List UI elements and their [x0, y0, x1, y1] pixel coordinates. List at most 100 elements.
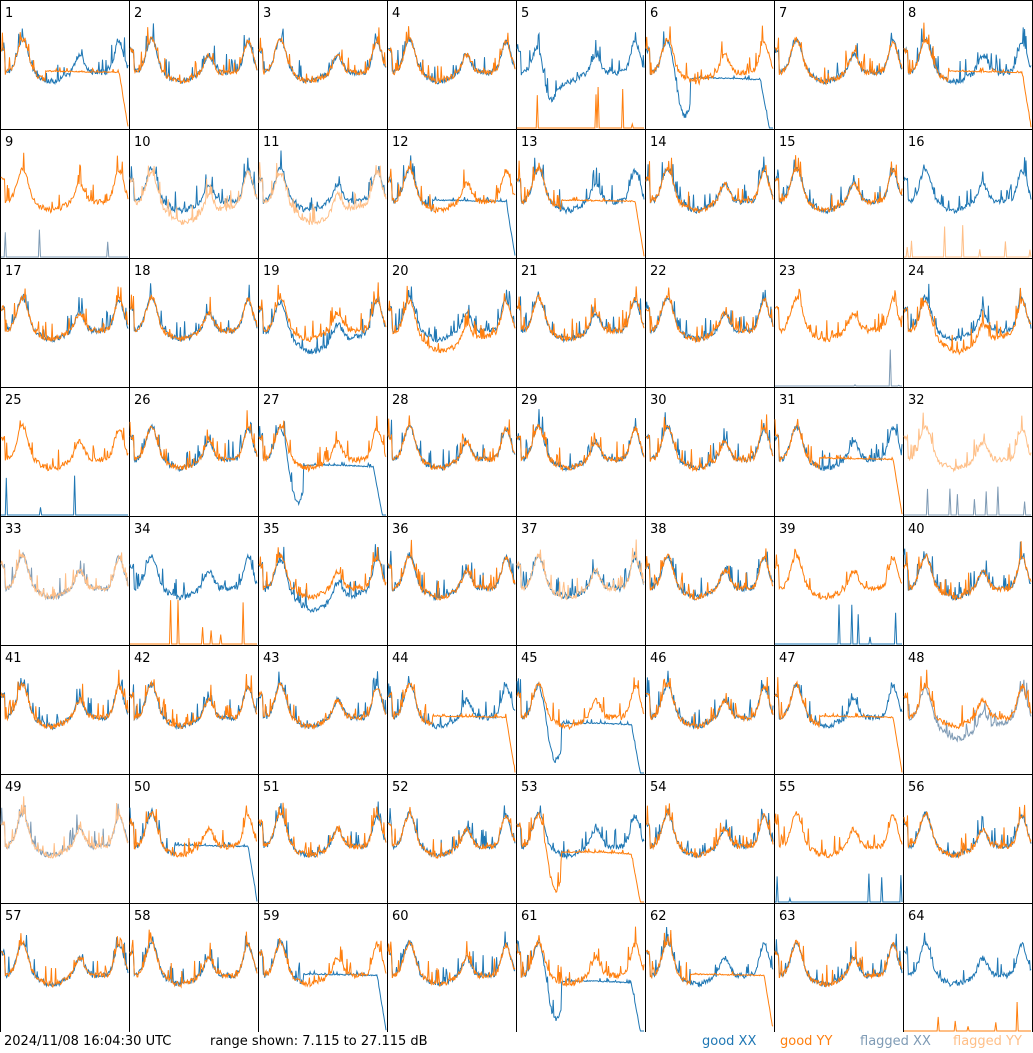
panel-18: 18: [129, 258, 259, 388]
panel-17: 17: [0, 258, 130, 388]
panel-frame: [903, 0, 1033, 130]
panel-60: 60: [387, 903, 517, 1032]
series-yy-flagged: [258, 162, 387, 226]
series-xx-good: [903, 932, 1032, 988]
series-xx-good: [516, 678, 644, 774]
panel-57: 57: [0, 903, 130, 1032]
panel-6: 6: [645, 0, 775, 130]
panel-label: 22: [650, 264, 667, 279]
series-yy-good: [258, 802, 387, 859]
series-yy-good: [516, 160, 645, 257]
series-xx-good: [516, 157, 645, 215]
panel-61: 61: [516, 903, 646, 1032]
panel-label: 18: [134, 264, 151, 279]
series-yy-good: [516, 677, 645, 731]
series-yy-good: [0, 286, 129, 342]
panel-15: 15: [774, 129, 904, 259]
panel-40: 40: [903, 516, 1033, 646]
series-yy-good: [645, 676, 774, 730]
panel-37: 37: [516, 516, 646, 646]
series-yy-good: [903, 287, 1032, 356]
series-xx-good: [645, 31, 773, 129]
panel-5: 5: [516, 0, 646, 130]
series-yy-good: [258, 282, 387, 343]
series-xx-good: [516, 805, 645, 861]
series-xx-good: [129, 23, 258, 84]
panel-label: 23: [779, 264, 796, 279]
panel-64: 64: [903, 903, 1033, 1032]
series-xx-good: [1, 475, 128, 516]
series-yy-good: [0, 32, 129, 127]
panel-label: 32: [908, 393, 925, 408]
panel-19: 19: [258, 258, 388, 388]
series-yy-good: [129, 27, 258, 84]
panel-29: 29: [516, 387, 646, 517]
series-yy-good: [903, 669, 1032, 730]
series-yy-good: [0, 152, 129, 214]
panel-62: 62: [645, 903, 775, 1032]
panel-35: 35: [258, 516, 388, 646]
panel-25: 25: [0, 387, 130, 517]
series-yy-good: [645, 548, 774, 601]
series-xx-good: [258, 801, 387, 859]
panel-21: 21: [516, 258, 646, 388]
series-xx-good: [258, 938, 387, 1031]
panel-47: 47: [774, 645, 904, 775]
panel-label: 42: [134, 651, 151, 666]
panel-label: 49: [5, 780, 22, 795]
panel-38: 38: [645, 516, 775, 646]
series-yy-good: [645, 25, 774, 86]
series-yy-good: [645, 929, 774, 1027]
panel-label: 61: [521, 909, 538, 924]
panel-31: 31: [774, 387, 904, 517]
panel-label: 3: [263, 6, 271, 21]
panel-43: 43: [258, 645, 388, 775]
panel-1: 1: [0, 0, 130, 130]
panel-59: 59: [258, 903, 388, 1032]
panel-label: 40: [908, 522, 925, 537]
panel-label: 11: [263, 135, 280, 150]
series-yy-good: [258, 415, 387, 473]
series-xx-good: [903, 27, 1032, 86]
panel-54: 54: [645, 774, 775, 904]
panel-4: 4: [387, 0, 517, 130]
panel-2: 2: [129, 0, 259, 130]
series-yy-good: [516, 811, 644, 903]
panel-frame: [516, 0, 646, 130]
panel-label: 41: [5, 651, 22, 666]
panel-label: 52: [392, 780, 409, 795]
panel-8: 8: [903, 0, 1033, 130]
series-xx-flagged: [1, 229, 128, 258]
series-xx-good: [258, 150, 387, 213]
panel-33: 33: [0, 516, 130, 646]
series-yy-good: [258, 27, 387, 85]
panel-label: 55: [779, 780, 796, 795]
panel-label: 60: [392, 909, 409, 924]
series-yy-good: [258, 937, 387, 988]
panel-26: 26: [129, 387, 259, 517]
series-xx-good: [0, 677, 129, 731]
series-xx-good: [516, 31, 645, 103]
panel-label: 20: [392, 264, 409, 279]
series-xx-good: [516, 939, 644, 1032]
panel-7: 7: [774, 0, 904, 130]
series-xx-good: [387, 286, 516, 343]
series-yy-good: [129, 929, 258, 989]
legend-good-yy: good YY: [780, 1034, 833, 1049]
timestamp: 2024/11/08 16:04:30 UTC: [4, 1034, 172, 1049]
panel-label: 16: [908, 135, 925, 150]
panel-28: 28: [387, 387, 517, 517]
panel-label: 1: [5, 6, 13, 21]
series-yy-good: [645, 157, 774, 214]
series-yy-good: [130, 599, 257, 645]
series-xx-flagged: [775, 349, 902, 387]
series-xx-good: [774, 423, 903, 472]
series-xx-good: [129, 283, 258, 342]
panel-label: 33: [5, 522, 22, 537]
series-xx-good: [258, 421, 386, 516]
panel-23: 23: [774, 258, 904, 388]
series-yy-good: [516, 286, 645, 342]
panel-22: 22: [645, 258, 775, 388]
series-yy-good: [517, 86, 644, 129]
panel-label: 43: [263, 651, 280, 666]
